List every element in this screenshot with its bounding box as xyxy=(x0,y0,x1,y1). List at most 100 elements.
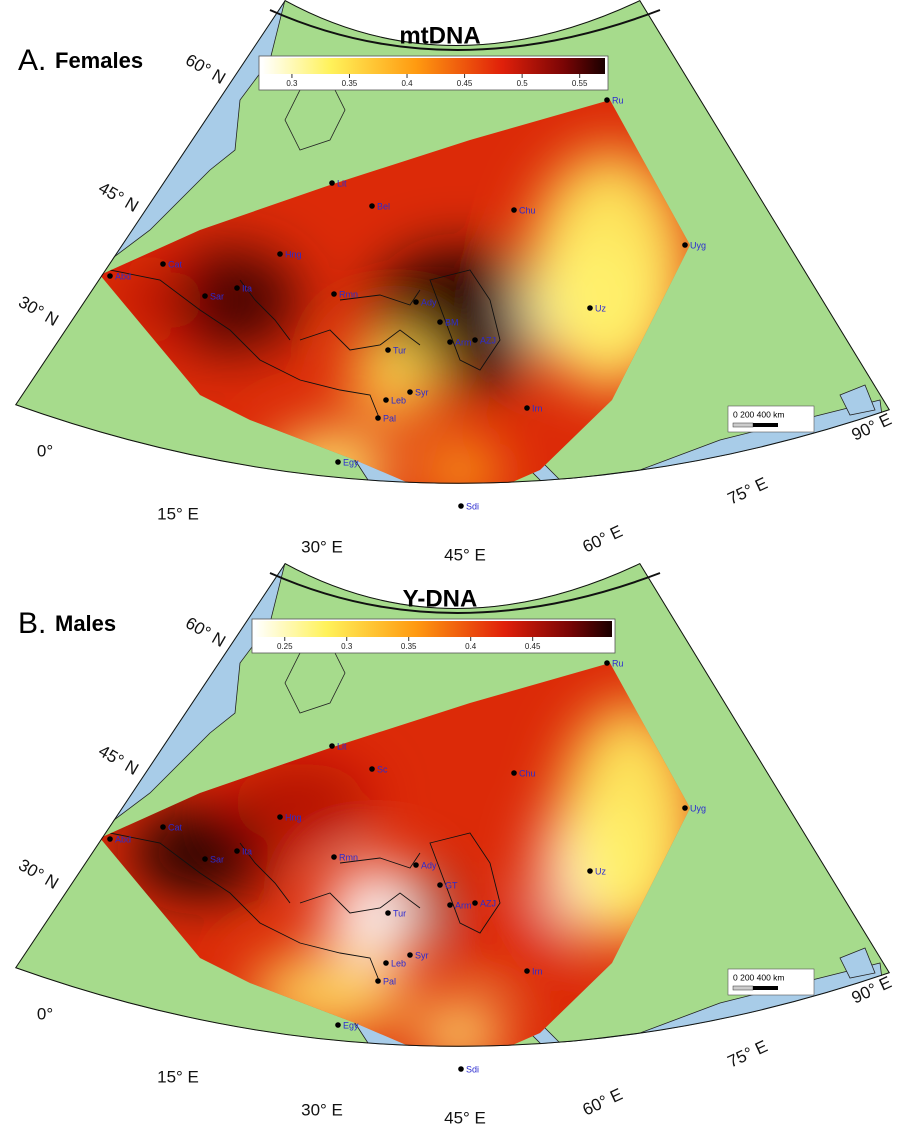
place-dot xyxy=(335,1022,341,1028)
graticule-label: 60° E xyxy=(580,522,626,557)
place-dot xyxy=(369,203,375,209)
place-label: Lit xyxy=(337,741,347,751)
sea xyxy=(839,384,876,416)
panel-title: Y-DNA xyxy=(403,585,478,612)
graticule-label: 0° xyxy=(37,1004,53,1023)
place-label: Sdi xyxy=(466,1064,479,1074)
place-label: Sar xyxy=(210,291,224,301)
place-label: Ru xyxy=(612,95,624,105)
place-dot xyxy=(458,1066,464,1072)
place-label: Ady xyxy=(421,860,437,870)
place-label: Leb xyxy=(391,395,406,405)
place-dot xyxy=(437,882,443,888)
place-label: Uz xyxy=(595,303,606,313)
place-label: Leb xyxy=(391,958,406,968)
place-dot xyxy=(587,868,593,874)
colorbar-tick-label: 0.35 xyxy=(342,79,358,88)
scale-bar-box xyxy=(727,405,815,433)
place-dot xyxy=(375,415,381,421)
place-label: Sar xyxy=(210,854,224,864)
graticule-label: 45° N xyxy=(95,741,141,779)
place-dot xyxy=(682,805,688,811)
place-dot xyxy=(511,770,517,776)
top-arc xyxy=(269,9,661,51)
graticule-label: 45° E xyxy=(444,1108,486,1127)
heat-blob xyxy=(230,763,370,843)
heat-blob xyxy=(415,998,505,1047)
place-dot xyxy=(383,960,389,966)
place-label: Rmn xyxy=(339,289,358,299)
place-dot xyxy=(413,299,419,305)
colorbar-tick-label: 0.25 xyxy=(277,642,293,651)
place-dot xyxy=(447,902,453,908)
place-dot xyxy=(335,459,341,465)
scale-bar xyxy=(732,422,754,428)
place-dot xyxy=(234,848,240,854)
place-label: Bel xyxy=(377,201,390,211)
place-dot xyxy=(107,273,113,279)
place-dot xyxy=(375,978,381,984)
place-label: Abd xyxy=(115,834,131,844)
place-dot xyxy=(437,319,443,325)
place-dot xyxy=(524,968,530,974)
colorbar-tick-label: 0.4 xyxy=(465,642,477,651)
place-dot xyxy=(329,180,335,186)
graticule-label: 75° E xyxy=(725,474,771,509)
place-dot xyxy=(604,97,610,103)
place-dot xyxy=(472,900,478,906)
place-label: Ita xyxy=(242,283,252,293)
place-label: Ita xyxy=(242,846,252,856)
place-dot xyxy=(383,397,389,403)
place-label: BM xyxy=(445,317,459,327)
map-panel: 0.25 0.3 0.35 0.4 0.45 Y-DNA B. Males Ru Lit Sc Chu… xyxy=(15,563,895,1127)
place-label: Syr xyxy=(415,387,429,397)
place-dot xyxy=(277,251,283,257)
place-dot xyxy=(407,952,413,958)
graticule-label: 15° E xyxy=(157,504,199,523)
place-label: Sdi xyxy=(466,501,479,511)
coastline xyxy=(109,269,501,421)
heat-blob xyxy=(420,440,500,484)
place-label: Ady xyxy=(421,297,437,307)
place-dot xyxy=(447,339,453,345)
place-dot xyxy=(682,242,688,248)
place-label: Cat xyxy=(168,822,183,832)
colorbar-tick-label: 0.3 xyxy=(341,642,353,651)
panel-title: mtDNA xyxy=(399,22,480,49)
place-dot xyxy=(385,910,391,916)
place-label: Tur xyxy=(393,345,406,355)
place-dot xyxy=(472,337,478,343)
place-dot xyxy=(202,856,208,862)
map-panel: 0.3 0.35 0.4 0.45 0.5 0.55 mtDNA A. Females Ru Lit… xyxy=(15,0,895,564)
place-label: AZJ xyxy=(480,335,496,345)
place-label: Hng xyxy=(285,249,302,259)
place-dot xyxy=(160,824,166,830)
place-label: Uyg xyxy=(690,240,706,250)
place-dot xyxy=(524,405,530,411)
scale-bar-label: 0 200 400 km xyxy=(733,409,785,419)
place-label: Abd xyxy=(115,271,131,281)
place-label: Egy xyxy=(343,1020,359,1030)
place-dot xyxy=(234,285,240,291)
place-dot xyxy=(587,305,593,311)
place-label: Irn xyxy=(532,966,543,976)
colorbar-tick-label: 0.45 xyxy=(525,642,541,651)
graticule-label: 15° E xyxy=(157,1067,199,1086)
place-label: Pal xyxy=(383,413,396,423)
place-label: Hng xyxy=(285,812,302,822)
place-label: Arm xyxy=(455,337,472,347)
colorbar xyxy=(255,621,612,637)
place-dot xyxy=(160,261,166,267)
place-label: Lit xyxy=(337,178,347,188)
panel-subtitle: Males xyxy=(55,611,116,636)
place-dot xyxy=(385,347,391,353)
graticule-label: 30° E xyxy=(301,537,343,556)
graticule-label: 60° E xyxy=(580,1085,626,1120)
panel-label: A. xyxy=(18,44,46,77)
graticule-label: 60° N xyxy=(182,613,228,651)
place-dot xyxy=(604,660,610,666)
graticule-label: 30° N xyxy=(15,292,61,330)
place-dot xyxy=(107,836,113,842)
